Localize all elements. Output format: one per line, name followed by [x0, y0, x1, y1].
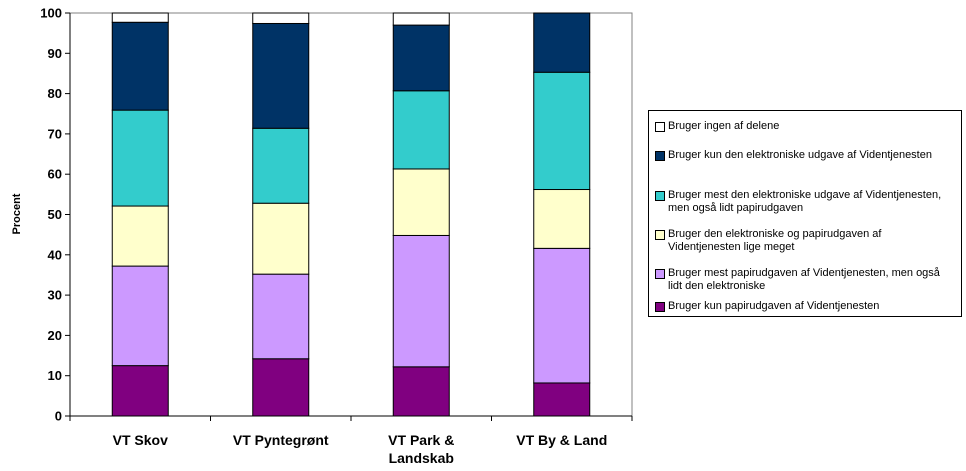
legend-swatch: [655, 191, 665, 201]
legend-label: Bruger kun papirudgaven af Videntjeneste…: [668, 300, 880, 312]
legend-swatch: [655, 269, 665, 279]
y-tick-label: 70: [48, 126, 62, 141]
bar-segment-4-1: [111, 109, 169, 207]
x-axis: VT Skov VT Pyntegrønt VT Park & Landskab VT …: [69, 415, 633, 466]
legend-swatch: [655, 122, 665, 132]
bar-segment-3-2: [252, 202, 310, 275]
x-category-label: VT Pyntegrønt: [233, 432, 329, 448]
legend-item: Bruger kun papirudgaven af Videntjeneste…: [655, 300, 957, 313]
legend-item: Bruger mest papirudgaven af Videntjenest…: [655, 267, 957, 293]
legend-swatch: [655, 302, 665, 312]
legend-item: Bruger den elektroniske og papirudgaven …: [655, 228, 957, 254]
bar-segment-4-4: [533, 71, 591, 191]
bar-segment-6-1: [111, 12, 169, 23]
bar-segment-4-2: [252, 127, 310, 204]
bar-segment-2-2: [252, 273, 310, 360]
y-tick-label: 60: [48, 167, 62, 182]
legend-label: Bruger den elektroniske og papirudgaven …: [668, 228, 882, 253]
bar-segment-5-2: [252, 22, 310, 129]
bar-segment-6-2: [252, 12, 310, 24]
x-category-label: VT Park & Landskab: [388, 432, 454, 466]
legend-swatch: [655, 151, 665, 161]
legend-item: Bruger kun den elektroniske udgave af Vi…: [655, 149, 957, 162]
legend-label: Bruger mest papirudgaven af Videntjenest…: [668, 267, 940, 292]
legend-label: Bruger kun den elektroniske udgave af Vi…: [668, 149, 932, 161]
bar-segment-2-1: [111, 265, 169, 367]
legend-label: Bruger ingen af delene: [668, 120, 780, 132]
bars: [111, 12, 591, 417]
bar-segment-3-1: [111, 205, 169, 267]
x-category-label: VT Skov: [113, 432, 168, 448]
y-axis: 0 10 20 30 40 50 60 70 80 90 100: [40, 6, 71, 424]
y-tick-label: 40: [48, 247, 62, 262]
y-tick-label: 20: [48, 328, 62, 343]
bar-segment-1-3: [392, 366, 450, 417]
bar-segment-1-2: [252, 358, 310, 417]
legend-swatch: [655, 230, 665, 240]
y-axis-title: Procent: [11, 193, 23, 234]
bar-segment-2-4: [533, 247, 591, 384]
bar-segment-3-4: [533, 189, 591, 249]
bar-segment-5-3: [392, 24, 450, 92]
bar-segment-2-3: [392, 234, 450, 368]
legend: Bruger ingen af delene Bruger kun den ele…: [648, 110, 962, 317]
legend-item: Bruger ingen af delene: [655, 120, 957, 133]
bar-segment-5-1: [111, 21, 169, 111]
y-tick-label: 50: [48, 207, 62, 222]
legend-item: Bruger mest den elektroniske udgave af V…: [655, 189, 957, 215]
y-tick-label: 90: [48, 46, 62, 61]
y-tick-label: 10: [48, 368, 62, 383]
bar-segment-1-1: [111, 365, 169, 417]
bar-segment-6-3: [392, 12, 450, 26]
bar-segment-1-4: [533, 382, 591, 417]
bar-segment-3-3: [392, 168, 450, 236]
y-tick-label: 100: [40, 6, 62, 21]
x-category-label: VT By & Land: [516, 432, 607, 448]
y-tick-label: 80: [48, 86, 62, 101]
legend-label: Bruger mest den elektroniske udgave af V…: [668, 189, 942, 214]
y-tick-label: 0: [55, 409, 62, 424]
bar-segment-4-3: [392, 90, 450, 170]
y-tick-label: 30: [48, 288, 62, 303]
bar-segment-5-4: [533, 12, 591, 73]
